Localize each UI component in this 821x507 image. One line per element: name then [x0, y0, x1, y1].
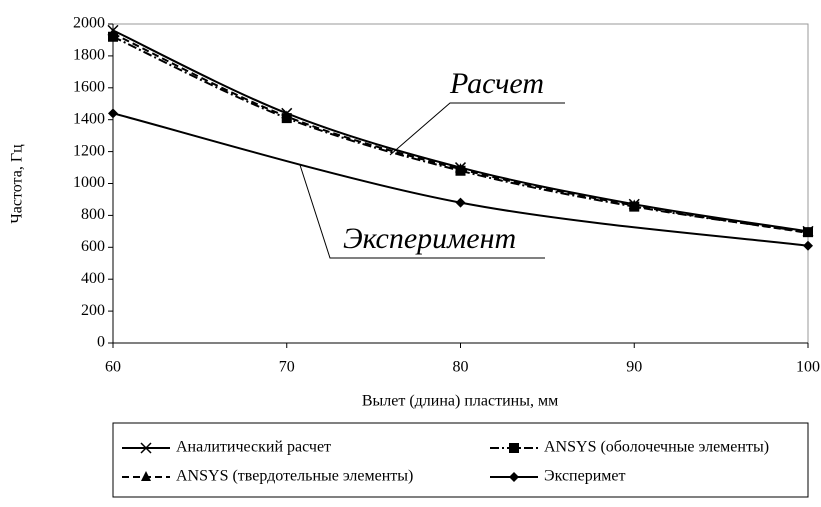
x-tick-label: 70	[279, 359, 295, 376]
y-tick-label: 200	[81, 302, 105, 319]
marker	[629, 199, 640, 210]
marker	[455, 163, 466, 174]
legend-label: Эксперимет	[544, 468, 625, 485]
annotation: Расчет	[449, 67, 544, 100]
y-tick-label: 1000	[73, 174, 105, 191]
x-axis-label: Вылет (длина) пластины, мм	[362, 393, 558, 410]
legend-label: ANSYS (оболочечные элементы)	[544, 439, 769, 456]
y-tick-label: 1600	[73, 78, 105, 95]
series-line	[112, 35, 809, 234]
marker	[108, 27, 118, 38]
x-tick-label: 90	[626, 359, 642, 376]
leader-line	[299, 164, 545, 259]
legend-label: Аналитический расчет	[176, 439, 331, 456]
y-axis-label: Частота, Гц	[9, 144, 26, 224]
legend-marker	[509, 472, 519, 482]
leader-line	[389, 102, 565, 156]
x-tick-label: 60	[105, 359, 121, 376]
y-tick-label: 1800	[73, 47, 105, 64]
legend-marker	[141, 471, 151, 481]
legend-marker	[509, 443, 519, 453]
legend-label: ANSYS (твердотельные элементы)	[176, 468, 413, 485]
y-tick-label: 2000	[73, 15, 105, 32]
x-tick-label: 100	[796, 359, 820, 376]
marker	[455, 197, 466, 208]
marker	[803, 240, 813, 251]
y-tick-label: 600	[81, 238, 105, 255]
marker	[803, 226, 813, 237]
y-tick-label: 0	[97, 334, 105, 351]
legend-box	[112, 422, 809, 498]
annotation: Эксперимент	[343, 222, 516, 255]
marker	[281, 110, 292, 121]
y-tick-label: 400	[81, 270, 105, 287]
y-tick-label: 1200	[73, 142, 105, 159]
x-tick-label: 80	[453, 359, 469, 376]
marker	[108, 108, 118, 119]
y-tick-label: 1400	[73, 110, 105, 127]
y-tick-label: 800	[81, 206, 105, 223]
legend-marker	[140, 442, 152, 454]
